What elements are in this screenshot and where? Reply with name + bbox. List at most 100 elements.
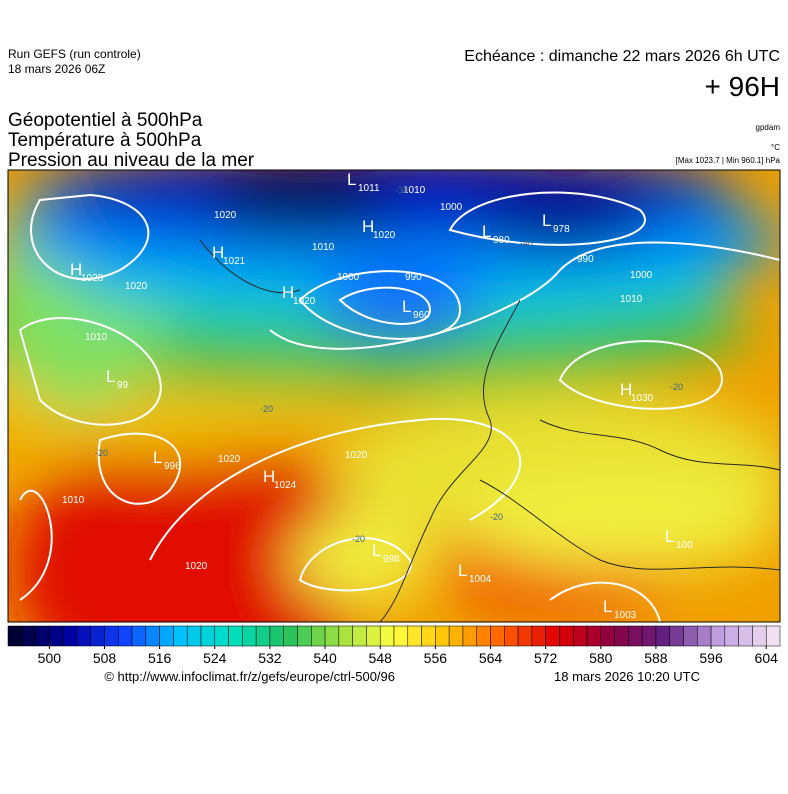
colorbar-swatch xyxy=(214,625,229,647)
colorbar-swatch xyxy=(366,625,381,647)
colorbar-tick-label: 596 xyxy=(699,650,723,666)
colorbar-swatch xyxy=(379,625,395,647)
center-type: L xyxy=(153,448,162,467)
center-type: L xyxy=(402,297,411,316)
colorbar-swatch xyxy=(476,625,491,647)
colorbar-swatch xyxy=(311,625,326,647)
isobar-label: 1000 xyxy=(440,202,463,213)
colorbar-swatch xyxy=(393,625,409,647)
center-value: 998 xyxy=(383,554,400,565)
colorbar-swatch xyxy=(710,625,726,647)
temperature-label: -30 xyxy=(395,185,408,195)
center-value: 978 xyxy=(553,224,570,235)
center-value: 1028 xyxy=(81,273,104,284)
center-type: H xyxy=(362,217,374,236)
center-type: L xyxy=(603,597,612,616)
isobar-label: 1020 xyxy=(125,281,148,292)
colorbar-swatch xyxy=(752,625,767,647)
temperature-label: -20 xyxy=(670,382,683,392)
colorbar-swatch xyxy=(545,625,560,647)
center-type: L xyxy=(106,367,115,386)
footer-url: © http://www.infoclimat.fr/z/gefs/europe… xyxy=(104,669,395,684)
unit: [Max 1023.7 | Min 960.1] hPa xyxy=(676,156,781,165)
center-value: 996 xyxy=(164,461,181,472)
center-type: H xyxy=(620,380,632,399)
colorbar-tick-label: 540 xyxy=(313,650,337,666)
colorbar-swatch xyxy=(228,625,243,647)
colorbar-swatch xyxy=(131,625,147,647)
colorbar-tick-label: 516 xyxy=(148,650,172,666)
center-value: 1020 xyxy=(293,296,316,307)
colorbar-swatch xyxy=(297,625,312,647)
colorbar-swatch xyxy=(118,625,133,647)
isobar-label: 1010 xyxy=(85,332,108,343)
map-frame xyxy=(7,169,781,623)
colorbar-swatch xyxy=(504,625,519,647)
colorbar-tick-label: 572 xyxy=(534,650,558,666)
run-name: Run GEFS (run controle) xyxy=(8,47,141,61)
colorbar-swatch xyxy=(490,625,505,647)
isobar-label: 1010 xyxy=(403,185,426,196)
colorbar-swatch xyxy=(49,625,64,647)
temperature-label: -20 xyxy=(490,512,503,522)
colorbar-swatch xyxy=(242,625,257,647)
colorbar-swatch xyxy=(462,625,477,647)
colorbar-swatch xyxy=(614,625,629,647)
colorbar-swatch xyxy=(269,625,284,647)
isobar-label: 1000 xyxy=(337,272,360,283)
colorbar-swatch xyxy=(421,625,436,647)
center-value: 1030 xyxy=(631,393,654,404)
colorbar-tick-label: 532 xyxy=(258,650,282,666)
center-type: H xyxy=(282,283,294,302)
colorbar-swatch xyxy=(62,625,78,647)
isobar-label: 1020 xyxy=(214,210,237,221)
colorbar-swatch xyxy=(338,625,353,647)
colorbar-swatch xyxy=(628,625,643,647)
coastlines xyxy=(199,239,780,622)
colorbar-swatch xyxy=(283,625,298,647)
colorbar-swatch xyxy=(90,625,105,647)
colorbar-swatch xyxy=(697,625,712,647)
colorbar-swatch xyxy=(448,625,464,647)
colorbar-swatch xyxy=(159,625,174,647)
colorbar-swatch xyxy=(200,625,216,647)
center-value: 99 xyxy=(117,380,129,391)
colorbar-swatch xyxy=(738,625,753,647)
isobar-label: 1020 xyxy=(218,454,241,465)
colorbar-swatch xyxy=(600,625,615,647)
colorbar-swatch xyxy=(76,625,91,647)
colorbar-swatch xyxy=(104,625,119,647)
colorbar-swatch xyxy=(683,625,698,647)
temperature-label: -20 xyxy=(352,534,365,544)
colorbar-tick-label: 604 xyxy=(755,650,779,666)
center-type: H xyxy=(263,467,275,486)
center-type: L xyxy=(458,561,467,580)
colorbar-tick-label: 556 xyxy=(424,650,448,666)
colorbar-swatch xyxy=(669,625,684,647)
center-type: L xyxy=(665,527,674,546)
colorbar-swatch xyxy=(186,625,202,647)
isobar-label: 1010 xyxy=(620,294,643,305)
title: Température à 500hPa xyxy=(8,130,202,151)
valid-time: Echéance : dimanche 22 mars 2026 6h UTC xyxy=(464,48,780,65)
colorbar-swatch xyxy=(7,625,23,647)
center-type: L xyxy=(482,222,491,241)
colorbar-swatch xyxy=(35,625,50,647)
colorbar-tick-label: 580 xyxy=(589,650,613,666)
center-type: H xyxy=(70,260,82,279)
footer-issued: 18 mars 2026 10:20 UTC xyxy=(554,669,700,684)
isobar-label: 1010 xyxy=(62,495,85,506)
center-value: 1024 xyxy=(274,480,297,491)
center-value: 980 xyxy=(493,235,510,246)
colorbar-swatch xyxy=(255,625,271,647)
isobars xyxy=(18,191,780,622)
temperature-label: -20 xyxy=(95,448,108,458)
center-value: 1021 xyxy=(223,256,246,267)
unit: °C xyxy=(771,143,780,152)
run-date: 18 mars 2026 06Z xyxy=(8,62,105,76)
center-type: L xyxy=(542,211,551,230)
isobar-label: 990 xyxy=(405,272,422,283)
center-value: 1011 xyxy=(358,183,380,194)
title: Pression au niveau de la mer xyxy=(8,150,255,171)
